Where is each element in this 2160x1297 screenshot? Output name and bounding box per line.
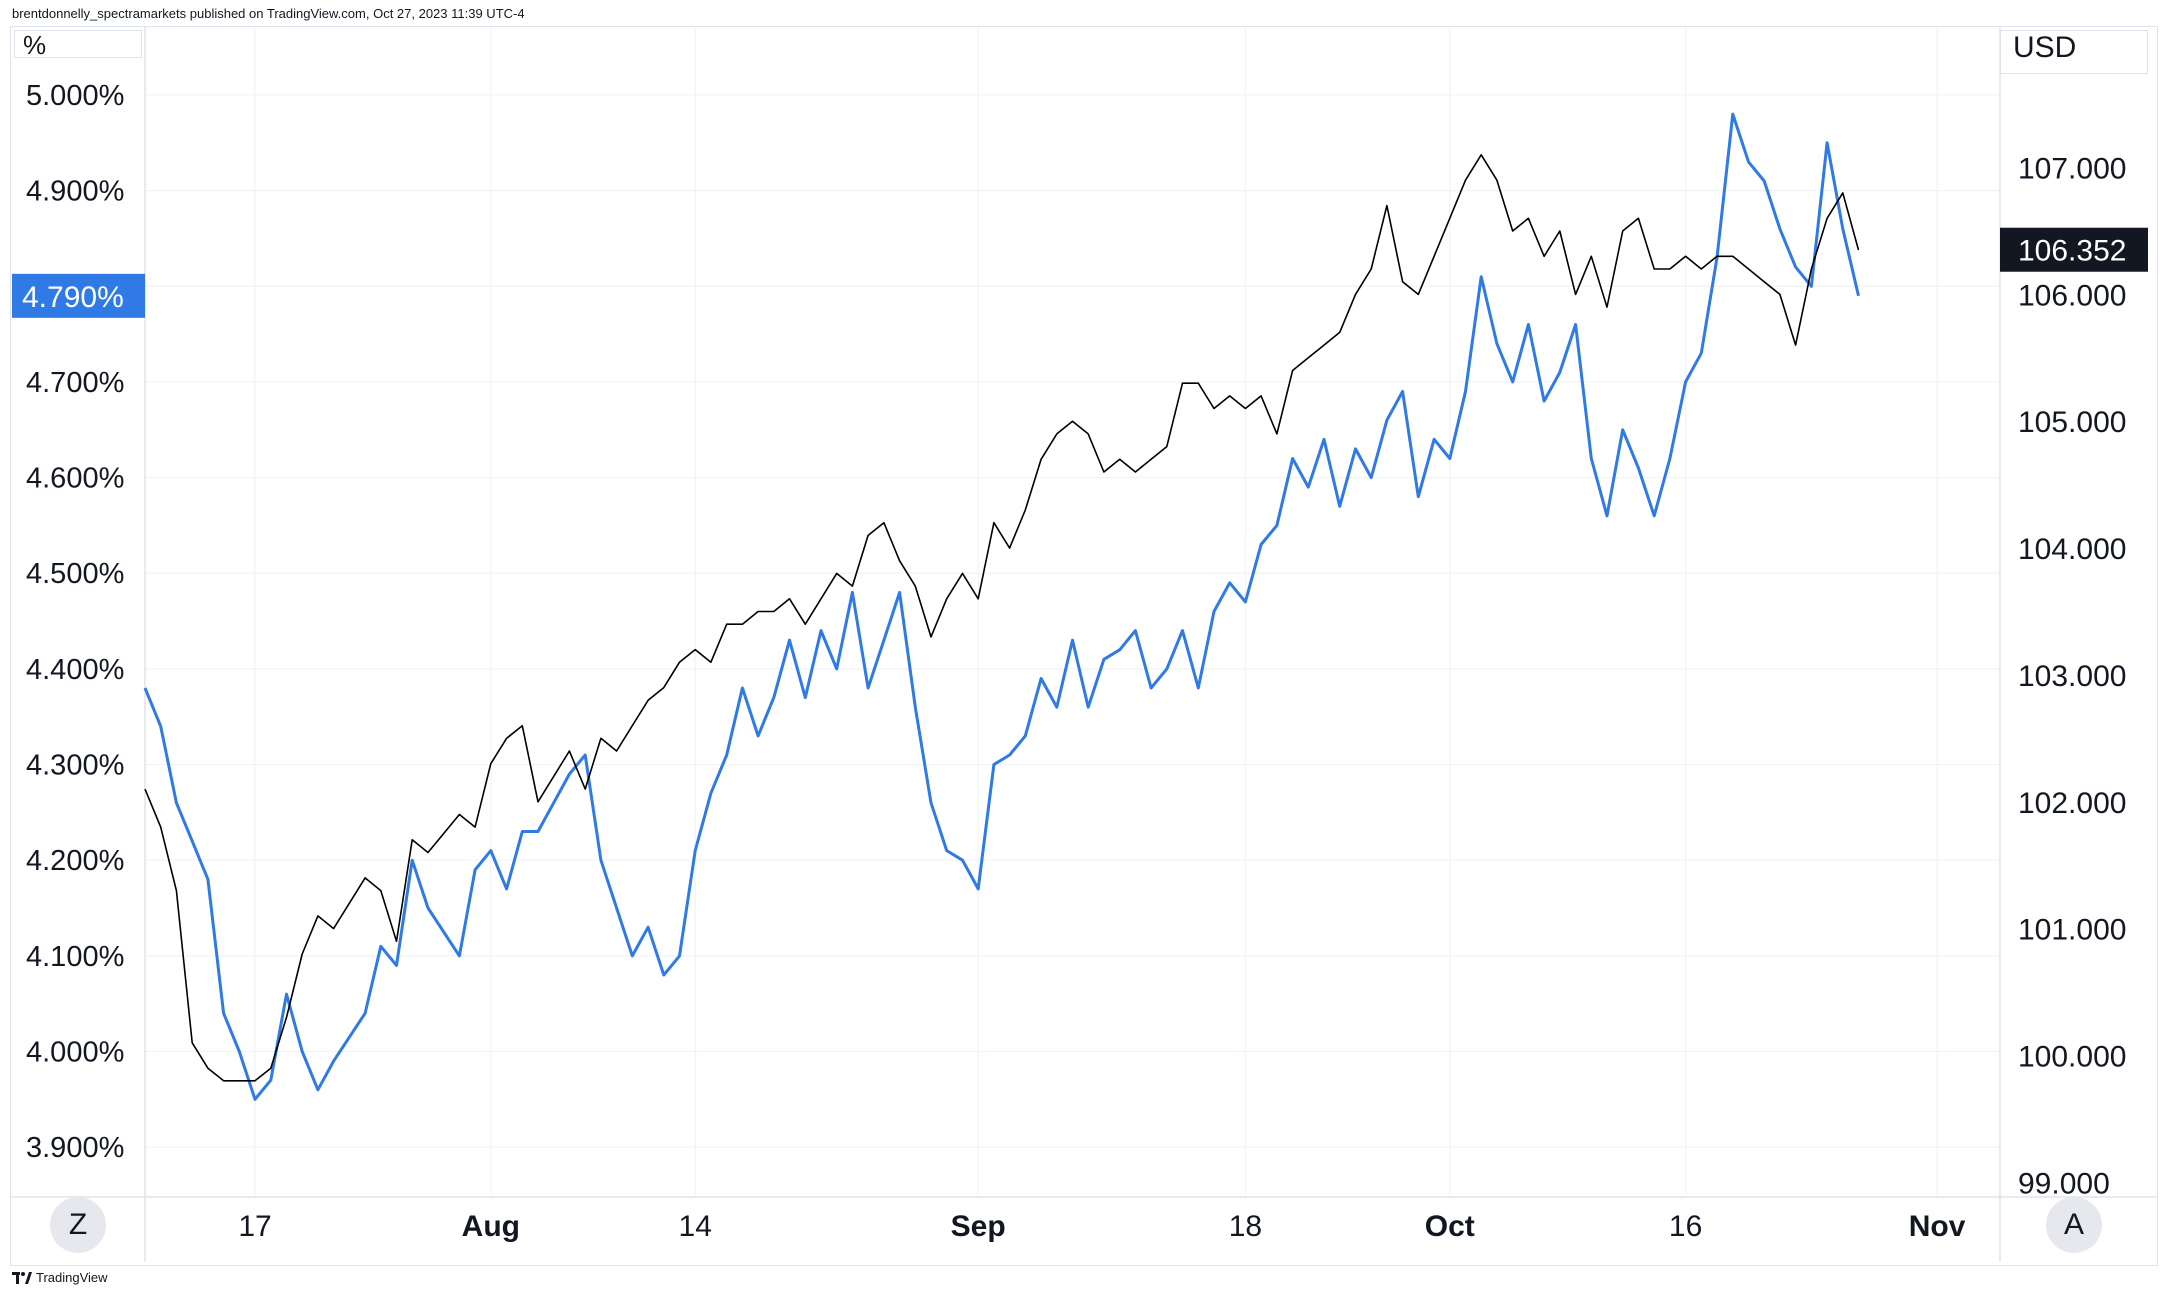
series-layer bbox=[143, 112, 1860, 1101]
footer-brand: TradingView bbox=[36, 1270, 108, 1285]
chart-frame bbox=[10, 26, 2158, 1266]
left-tick-label: 4.700% bbox=[26, 367, 124, 399]
right-tick-label: 104.000 bbox=[2018, 533, 2126, 566]
right-tick-label: 99.000 bbox=[2018, 1167, 2110, 1200]
right-axis-ticks: 99.000 100.000 101.000 102.000 103.000 104.00… bbox=[2018, 26, 2126, 1201]
x-axis-ticks: 17 Aug 14 Sep 18 Oct 16 Nov bbox=[238, 1210, 1965, 1243]
tradingview-logo-icon bbox=[12, 1271, 32, 1284]
right-last-value-label: 106.352 bbox=[2018, 235, 2126, 268]
last-value-badges: 4.790% 106.352 bbox=[12, 227, 2148, 318]
left-axis-title[interactable]: % bbox=[14, 30, 142, 59]
publisher-caption: brentdonnelly_spectramarkets published o… bbox=[12, 6, 525, 21]
auto-scale-button[interactable]: A bbox=[2046, 1197, 2102, 1253]
right-tick-label: 102.000 bbox=[2018, 787, 2126, 820]
left-last-value-label: 4.790% bbox=[22, 281, 124, 314]
right-tick-label: 103.000 bbox=[2018, 660, 2126, 693]
right-tick-label: 107.000 bbox=[2018, 153, 2126, 186]
grid-layer bbox=[145, 28, 2000, 1195]
series-line-blue[interactable] bbox=[143, 112, 1860, 1101]
left-axis-ticks: 3.900% 4.000% 4.100% 4.200% 4.300% 4.400% 4.50… bbox=[26, 80, 124, 1164]
x-tick-label: Oct bbox=[1425, 1210, 1475, 1243]
axis-dividers bbox=[10, 26, 2158, 1262]
auto-zoom-button[interactable]: Z bbox=[50, 1197, 106, 1253]
x-tick-label: 14 bbox=[679, 1210, 712, 1243]
right-axis-title[interactable]: USD bbox=[2000, 30, 2148, 74]
tradingview-footer: TradingView bbox=[12, 1270, 108, 1285]
left-tick-label: 5.000% bbox=[26, 80, 124, 112]
left-last-value-badge bbox=[12, 273, 145, 318]
right-tick-label: 100.000 bbox=[2018, 1040, 2126, 1073]
left-tick-label: 3.900% bbox=[26, 1132, 124, 1164]
x-tick-label: Sep bbox=[951, 1210, 1006, 1243]
x-tick-label: Aug bbox=[462, 1210, 520, 1243]
x-tick-label: 18 bbox=[1229, 1210, 1262, 1243]
left-tick-label: 4.400% bbox=[26, 654, 124, 686]
left-tick-label: 4.500% bbox=[26, 558, 124, 590]
left-tick-label: 4.600% bbox=[26, 463, 124, 495]
left-tick-label: 4.300% bbox=[26, 750, 124, 782]
x-tick-label: 16 bbox=[1669, 1210, 1702, 1243]
x-tick-label: Nov bbox=[1909, 1210, 1966, 1243]
series-line-black[interactable] bbox=[144, 154, 1860, 1082]
left-tick-label: 4.000% bbox=[26, 1037, 124, 1069]
left-tick-label: 4.100% bbox=[26, 941, 124, 973]
left-tick-label: 4.900% bbox=[26, 176, 124, 208]
right-tick-label: 101.000 bbox=[2018, 914, 2126, 947]
right-last-value-badge bbox=[2000, 227, 2148, 272]
left-tick-label: 4.200% bbox=[26, 845, 124, 877]
right-tick-label: 105.000 bbox=[2018, 406, 2126, 439]
x-tick-label: 17 bbox=[238, 1210, 271, 1243]
right-tick-label: 106.000 bbox=[2018, 279, 2126, 312]
